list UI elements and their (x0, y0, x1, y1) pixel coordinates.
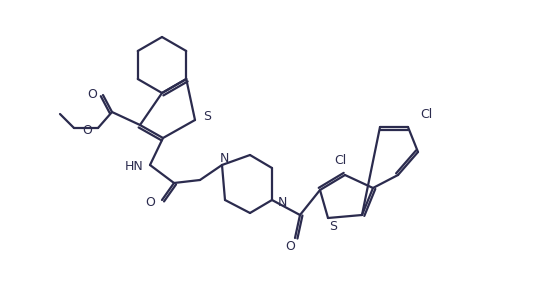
Text: Cl: Cl (334, 155, 346, 168)
Text: S: S (203, 111, 211, 124)
Text: N: N (219, 152, 228, 165)
Text: N: N (277, 195, 287, 208)
Text: Cl: Cl (420, 108, 432, 122)
Text: S: S (329, 219, 337, 232)
Text: O: O (82, 124, 92, 136)
Text: HN: HN (125, 161, 144, 174)
Text: O: O (145, 197, 155, 209)
Text: O: O (285, 239, 295, 252)
Text: O: O (87, 88, 97, 102)
